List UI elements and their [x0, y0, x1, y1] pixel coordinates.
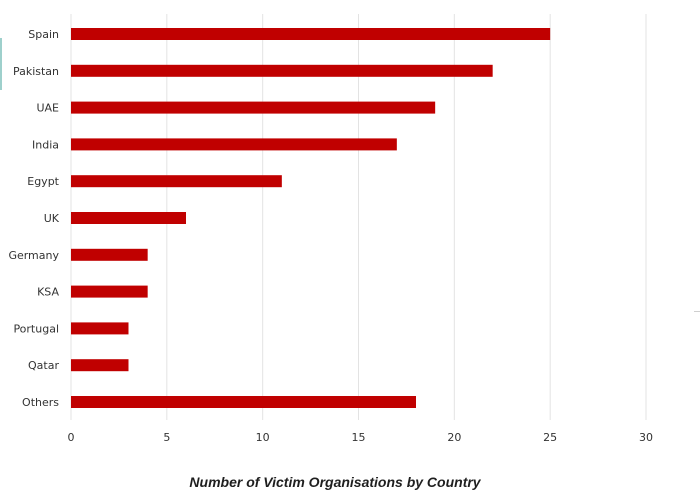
x-tick-label: 0: [68, 431, 75, 444]
x-tick-label: 25: [543, 431, 557, 444]
category-label: Portugal: [13, 322, 59, 335]
category-label: Spain: [28, 28, 59, 41]
category-label: UAE: [36, 102, 59, 115]
chart-title: Number of Victim Organisations by Countr…: [189, 474, 481, 490]
bar: [71, 175, 282, 188]
category-labels: Spain Pakistan UAE India Egypt UK Germany KSA Po…: [8, 28, 59, 409]
category-label: Pakistan: [13, 65, 59, 78]
right-edge-mark: [694, 311, 700, 312]
category-label: Others: [22, 396, 59, 409]
bar: [71, 64, 493, 77]
gridlines: [70, 14, 647, 420]
bar-chart: Spain Pakistan UAE India Egypt UK Germany KSA Po…: [8, 14, 654, 444]
category-label: KSA: [37, 286, 59, 299]
bar: [71, 322, 129, 335]
category-label: India: [32, 138, 59, 151]
x-tick-label: 30: [639, 431, 653, 444]
left-edge-accent: [0, 38, 2, 90]
bars: [71, 28, 551, 408]
category-label: Egypt: [27, 175, 59, 188]
category-label: UK: [44, 212, 60, 225]
bar: [71, 101, 436, 114]
bar: [71, 212, 186, 224]
bar: [71, 28, 551, 40]
x-tick-labels: 0 5 10 15 20 25 30: [68, 431, 654, 444]
category-label: Qatar: [28, 359, 59, 372]
category-label: Germany: [8, 249, 59, 262]
bar: [71, 285, 148, 298]
x-tick-label: 15: [352, 431, 366, 444]
bar: [71, 248, 148, 261]
bar: [71, 359, 129, 372]
bar: [71, 138, 397, 151]
x-tick-label: 5: [163, 431, 170, 444]
bar: [71, 396, 416, 408]
x-tick-label: 20: [447, 431, 461, 444]
x-tick-label: 10: [256, 431, 270, 444]
